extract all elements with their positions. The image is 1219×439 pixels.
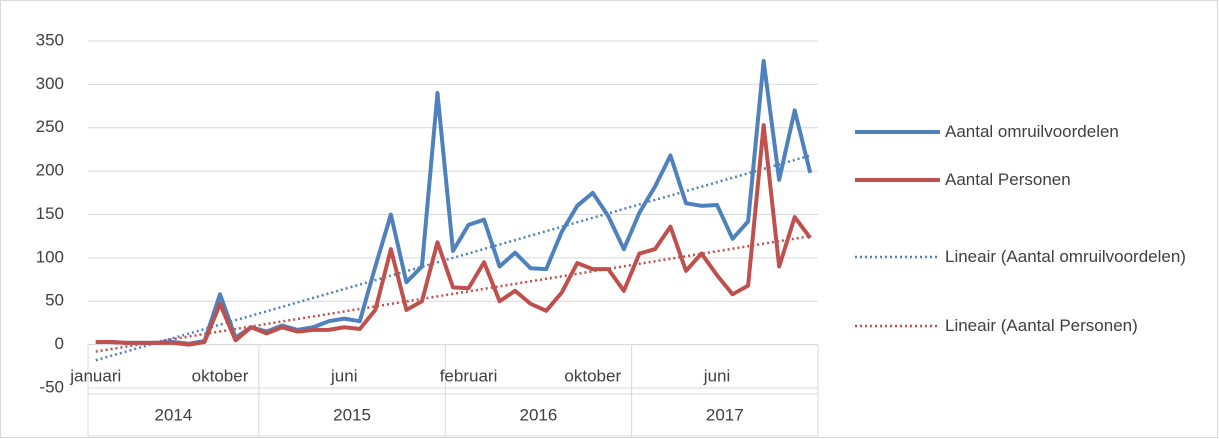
- legend-label: Aantal omruilvoordelen: [945, 122, 1119, 141]
- x-tick-label: oktober: [192, 366, 249, 385]
- y-tick-label: 150: [36, 204, 64, 223]
- series-line: [95, 58, 813, 346]
- year-label: 2015: [333, 405, 371, 424]
- year-label: 2014: [155, 405, 193, 424]
- year-label: 2016: [520, 405, 558, 424]
- year-label: 2017: [706, 405, 744, 424]
- y-tick-label: 350: [36, 30, 64, 49]
- y-tick-label: -50: [39, 377, 64, 396]
- legend-label: Lineair (Aantal Personen): [945, 316, 1138, 335]
- x-tick-label: februari: [440, 366, 498, 385]
- y-tick-label: 300: [36, 74, 64, 93]
- legend-label: Aantal Personen: [945, 170, 1071, 189]
- legend-label: Lineair (Aantal omruilvoordelen): [945, 247, 1186, 266]
- y-tick-label: 0: [55, 334, 64, 353]
- series-line: [95, 123, 812, 347]
- y-tick-label: 50: [45, 291, 64, 310]
- x-tick-label: oktober: [564, 366, 621, 385]
- x-tick-label: januari: [69, 366, 121, 385]
- trendline: [95, 234, 811, 353]
- y-tick-label: 100: [36, 247, 64, 266]
- x-tick-label: juni: [703, 366, 730, 385]
- y-tick-label: 200: [36, 161, 64, 180]
- y-tick-label: 250: [36, 117, 64, 136]
- trendline: [95, 154, 811, 362]
- x-tick-label: juni: [330, 366, 357, 385]
